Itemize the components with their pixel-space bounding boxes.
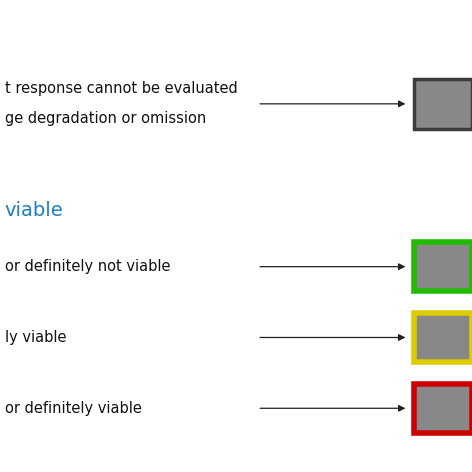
Bar xyxy=(414,79,472,128)
Bar xyxy=(414,383,472,433)
Bar xyxy=(414,242,472,291)
Text: t response cannot be evaluated: t response cannot be evaluated xyxy=(5,81,237,96)
Text: viable: viable xyxy=(5,201,63,219)
Bar xyxy=(414,383,472,433)
Bar xyxy=(414,313,472,362)
Text: ly viable: ly viable xyxy=(5,330,66,345)
Bar xyxy=(414,79,472,128)
Bar xyxy=(414,242,472,291)
Bar xyxy=(414,313,472,362)
Text: ge degradation or omission: ge degradation or omission xyxy=(5,111,206,126)
Text: or definitely not viable: or definitely not viable xyxy=(5,259,170,274)
Text: or definitely viable: or definitely viable xyxy=(5,401,142,416)
